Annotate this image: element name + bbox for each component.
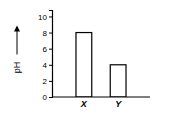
y-tick-label: 8 — [43, 29, 48, 38]
y-tick-mark — [49, 16, 52, 17]
x-axis: XY — [52, 97, 150, 109]
y-tick: 4 — [43, 61, 52, 70]
y-tick-label: 10 — [38, 13, 47, 22]
bar — [110, 65, 126, 97]
x-axis-line — [52, 96, 150, 97]
y-tick: 8 — [43, 29, 52, 38]
y-axis-title: pH — [12, 62, 22, 74]
y-tick-label: 2 — [43, 77, 48, 86]
y-tick: 10 — [38, 13, 52, 22]
y-tick-mark — [49, 81, 52, 82]
y-tick-mark — [49, 65, 52, 66]
y-tick-label: 4 — [43, 61, 48, 70]
y-axis: 0 2 4 6 8 10 — [38, 11, 52, 103]
y-tick-mark — [49, 97, 52, 98]
x-tick: Y — [115, 99, 122, 109]
x-tick: X — [80, 99, 88, 109]
x-tick-label: X — [80, 99, 88, 109]
y-tick-label: 6 — [43, 45, 48, 54]
plot-area — [76, 33, 126, 97]
y-tick: 0 — [43, 93, 52, 102]
y-arrow-head — [14, 26, 20, 32]
y-tick-mark — [49, 33, 52, 34]
y-tick-mark — [49, 49, 52, 50]
y-tick-label: 0 — [43, 93, 48, 102]
x-tick-label: Y — [115, 99, 122, 109]
y-tick: 2 — [43, 77, 52, 86]
bar — [76, 33, 92, 97]
chart: 0246810XYpH — [0, 0, 188, 115]
y-axis-line — [49, 11, 53, 98]
y-arrow-shaft — [17, 28, 18, 55]
y-tick: 6 — [43, 45, 52, 54]
